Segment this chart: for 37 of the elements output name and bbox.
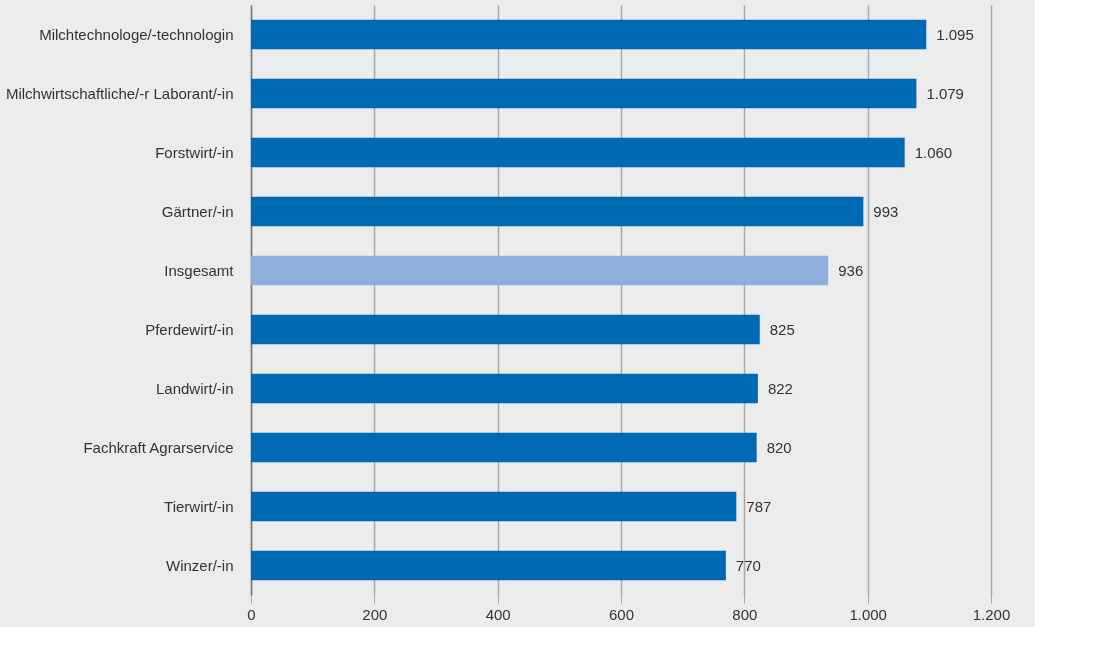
data-label: 936 (838, 261, 864, 279)
bar (251, 373, 758, 404)
bar (251, 78, 917, 109)
y-tick-label: Pferdewirt/-in (145, 320, 234, 338)
data-label: 1.060 (914, 143, 953, 161)
x-tick-label: 800 (732, 605, 758, 623)
y-tick-label: Winzer/-in (165, 556, 234, 574)
data-label: 993 (873, 202, 899, 220)
data-label: 820 (766, 438, 792, 456)
y-tick-label: Fachkraft Agrarservice (83, 438, 234, 456)
x-tick-label: 1.200 (972, 605, 1011, 623)
y-tick-label: Milchwirtschaftliche/-r Laborant/-in (5, 84, 234, 102)
bar (251, 550, 726, 581)
x-tick-label: 600 (608, 605, 635, 623)
x-tick-label: 1.000 (849, 605, 887, 623)
data-label: 770 (735, 556, 761, 574)
data-label: 787 (746, 497, 772, 515)
y-tick-label: Landwirt/-in (155, 379, 234, 397)
bar (251, 255, 829, 286)
data-label: 1.079 (926, 84, 964, 102)
y-tick-label: Forstwirt/-in (155, 143, 234, 161)
data-label: 822 (767, 379, 793, 397)
data-label: 1.095 (936, 25, 974, 43)
bar (251, 491, 737, 522)
bar (251, 432, 757, 463)
bar (251, 19, 927, 50)
x-tick-label: 200 (362, 605, 388, 623)
y-tick-label: Insgesamt (164, 261, 235, 279)
y-tick-label: Gärtner/-in (161, 202, 234, 220)
data-label: 825 (769, 320, 795, 338)
y-tick-label: Tierwirt/-in (164, 497, 234, 515)
x-tick-label: 0 (247, 605, 256, 623)
bar (251, 314, 760, 345)
y-tick-label: Milchtechnologe/-technologin (39, 25, 234, 43)
x-tick-label: 400 (485, 605, 511, 623)
bar (251, 196, 864, 227)
bar (251, 137, 905, 168)
